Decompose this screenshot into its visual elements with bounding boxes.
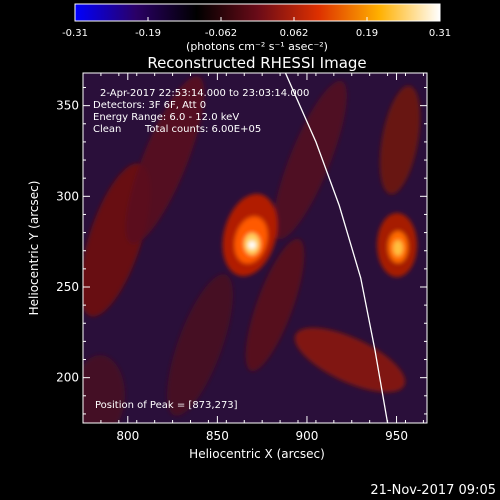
chart-title: Reconstructed RHESSI Image	[147, 54, 366, 72]
x-axis-label: Heliocentric X (arcsec)	[189, 447, 325, 461]
colorbar-tick-label: -0.19	[135, 28, 161, 39]
colorbar-tick-label: -0.062	[205, 28, 237, 39]
annotation-energy: Energy Range: 6.0 - 12.0 keV	[93, 112, 239, 123]
band-far-right	[379, 85, 421, 195]
band-center	[245, 238, 305, 372]
footer-timestamp: 21-Nov-2017 09:05	[370, 483, 496, 498]
band-upper-right	[273, 80, 347, 240]
band-lower-right	[294, 327, 406, 393]
band-bottom-left	[83, 355, 125, 423]
main-source-peak	[248, 241, 256, 249]
annotation-detectors: Detectors: 3F 6F, Att 0	[93, 100, 206, 111]
colorbar	[75, 4, 440, 21]
axis-ticks: 800 850 900 950 200 250 300 350	[56, 73, 427, 443]
colorbar-tick-label: -0.31	[62, 28, 88, 39]
plot-frame	[82, 72, 428, 424]
annotation-method: Clean	[93, 124, 121, 135]
annotation-peak: Position of Peak = [873,273]	[95, 400, 238, 411]
heatmap-blobs	[83, 76, 421, 423]
y-tick-label: 300	[56, 189, 79, 203]
x-tick-label: 800	[116, 429, 139, 443]
colorbar-tick-label: 0.19	[356, 28, 378, 39]
colorbar-tick-label: 0.062	[280, 28, 309, 39]
colorbar-ticks: -0.31 -0.19 -0.062 0.062 0.19 0.31	[62, 17, 451, 39]
colorbar-tick-label: 0.31	[429, 28, 451, 39]
heatmap	[83, 73, 421, 423]
band-upper-left	[125, 76, 205, 244]
colorbar-unit-label: (photons cm⁻² s⁻¹ asec⁻²)	[186, 40, 328, 53]
x-tick-label: 900	[296, 429, 319, 443]
x-tick-label: 950	[385, 429, 408, 443]
y-tick-label: 250	[56, 280, 79, 294]
band-lower-left	[167, 274, 233, 416]
x-tick-label: 850	[206, 429, 229, 443]
annotation-time-range: 2-Apr-2017 22:53:14.000 to 23:03:14.000	[100, 88, 309, 99]
y-axis-label: Heliocentric Y (arcsec)	[27, 181, 41, 316]
solar-limb-curve	[284, 73, 389, 423]
secondary-source-core	[393, 240, 403, 256]
y-tick-label: 350	[56, 99, 79, 113]
colorbar-frame	[74, 3, 441, 22]
y-tick-label: 200	[56, 371, 79, 385]
annotation-counts: Total counts: 6.00E+05	[144, 124, 261, 135]
